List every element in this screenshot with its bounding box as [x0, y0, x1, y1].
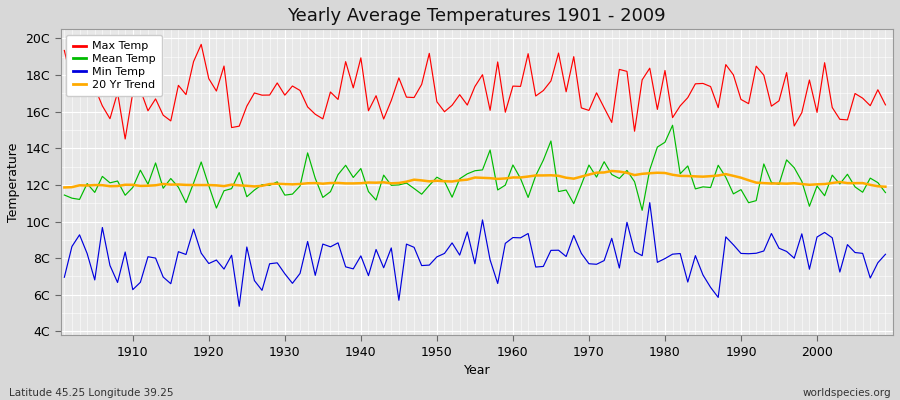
Text: Latitude 45.25 Longitude 39.25: Latitude 45.25 Longitude 39.25: [9, 388, 174, 398]
Text: worldspecies.org: worldspecies.org: [803, 388, 891, 398]
X-axis label: Year: Year: [464, 364, 490, 377]
Y-axis label: Temperature: Temperature: [7, 142, 20, 222]
Title: Yearly Average Temperatures 1901 - 2009: Yearly Average Temperatures 1901 - 2009: [287, 7, 666, 25]
Legend: Max Temp, Mean Temp, Min Temp, 20 Yr Trend: Max Temp, Mean Temp, Min Temp, 20 Yr Tre…: [66, 35, 162, 96]
